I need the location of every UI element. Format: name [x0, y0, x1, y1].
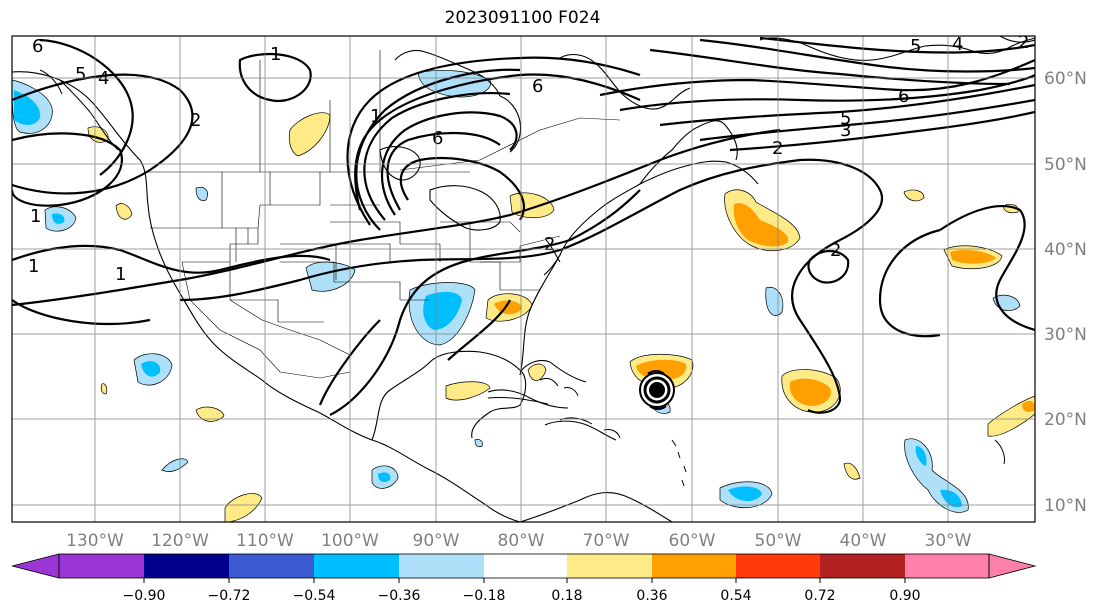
hurricane-symbol-icon [639, 370, 675, 410]
colorbar-segment [229, 554, 314, 578]
contour-label: 2 [1018, 32, 1029, 53]
contour-label: 6 [32, 36, 43, 57]
contour-label: 6 [432, 128, 443, 149]
colorbar-segment [59, 554, 144, 578]
colorbar-label: 0.18 [551, 588, 582, 604]
lat-label: 30°N [1044, 325, 1087, 345]
lon-label: 30°W [925, 531, 972, 551]
gridlines [12, 36, 1035, 522]
colorbar-segment [652, 554, 736, 578]
lon-label: 110°W [236, 531, 294, 551]
contour-label: 1 [28, 256, 39, 277]
colorbar-right-extend [988, 553, 1037, 579]
contour-label: 1 [30, 206, 41, 227]
colorbar-segment [314, 554, 399, 578]
coastlines [12, 36, 1035, 522]
colorbar-label: −0.36 [378, 588, 421, 604]
contour-label: 6 [532, 76, 543, 97]
contour-label: 4 [952, 34, 963, 55]
map-border [11, 35, 1036, 523]
lat-label: 10°N [1044, 496, 1087, 516]
lon-label: 130°W [66, 531, 124, 551]
contour-label: 5 [75, 64, 86, 85]
contour-label: 1 [270, 44, 281, 65]
lon-label: 120°W [151, 531, 209, 551]
lon-label: 80°W [498, 531, 545, 551]
colorbar-label: −0.90 [123, 588, 166, 604]
colorbar-segment [399, 554, 484, 578]
lon-label: 60°W [669, 531, 716, 551]
colorbar-left-extend [11, 553, 60, 579]
map-title: 2023091100 F024 [444, 8, 601, 28]
colorbar-segment [736, 554, 820, 578]
lon-label: 70°W [583, 531, 630, 551]
contour-label: 1 [370, 106, 381, 127]
height-contours [12, 36, 1035, 416]
lon-label: 90°W [413, 531, 460, 551]
colorbar-label: −0.72 [208, 588, 251, 604]
colorbar-segment [484, 554, 567, 578]
colorbar-label: 0.36 [636, 588, 667, 604]
lon-label: 50°W [755, 531, 802, 551]
colorbar-segment [144, 554, 229, 578]
colorbar: −0.90 −0.72 −0.54 −0.36 −0.18 0.18 0.36 … [11, 553, 1037, 604]
colorbar-segment [905, 554, 989, 578]
contour-label: 3 [840, 120, 851, 141]
colorbar-label: 0.90 [889, 588, 920, 604]
colorbar-label: −0.18 [463, 588, 506, 604]
longitude-labels: 130°W 120°W 110°W 100°W 90°W 80°W 70°W 6… [66, 531, 972, 551]
colorbar-segment [820, 554, 905, 578]
contour-label: 2 [544, 234, 555, 255]
latitude-labels: 60°N 50°N 40°N 30°N 20°N 10°N [1044, 69, 1087, 516]
lon-label: 100°W [321, 531, 379, 551]
lon-label: 40°W [840, 531, 887, 551]
lat-label: 20°N [1044, 410, 1087, 430]
contour-label: 2 [190, 110, 201, 131]
colorbar-label: −0.54 [293, 588, 336, 604]
colorbar-label: 0.72 [804, 588, 835, 604]
contour-label: 1 [115, 264, 126, 285]
lat-label: 40°N [1044, 240, 1087, 260]
contour-label: 6 [898, 86, 909, 107]
colorbar-segment [567, 554, 652, 578]
contour-label: 5 [910, 36, 921, 57]
colorbar-label: 0.54 [720, 588, 751, 604]
lat-label: 60°N [1044, 69, 1087, 89]
contour-label: 2 [830, 240, 841, 261]
contour-label: 5 [840, 108, 851, 129]
colorbar-border [58, 553, 990, 579]
lat-label: 50°N [1044, 155, 1087, 175]
